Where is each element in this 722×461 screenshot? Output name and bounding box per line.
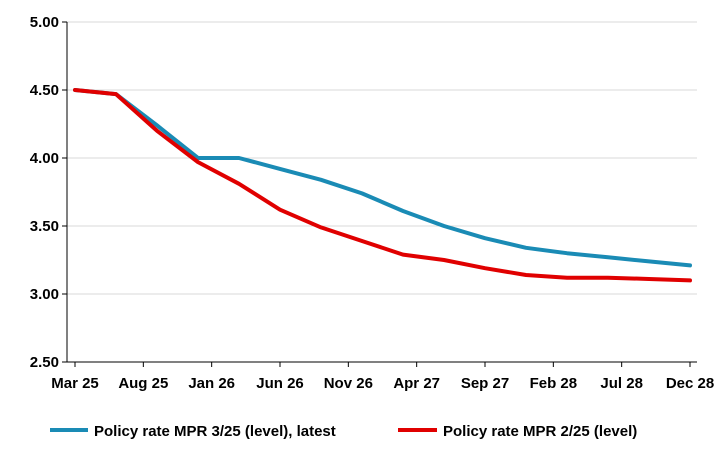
- series-line-2: [73, 88, 692, 283]
- x-tick-label: Sep 27: [461, 375, 509, 392]
- legend-label-1: Policy rate MPR 3/25 (level), latest: [94, 423, 336, 440]
- x-tick-label: Mar 25: [51, 375, 99, 392]
- x-tick-label: Dec 28: [666, 375, 714, 392]
- x-tick-label: Aug 25: [118, 375, 168, 392]
- y-tick-label: 3.00: [30, 286, 59, 303]
- y-tick-label: 2.50: [30, 354, 59, 371]
- y-axis-tick-labels: 2.50 3.00 3.50 4.00 4.50 5.00: [30, 14, 59, 371]
- legend: Policy rate MPR 3/25 (level), latest Poli…: [50, 423, 637, 440]
- x-tick-label: Nov 26: [324, 375, 373, 392]
- x-tick-label: Feb 28: [530, 375, 578, 392]
- x-tick-label: Apr 27: [393, 375, 440, 392]
- y-tick-label: 4.00: [30, 150, 59, 167]
- y-tick-label: 4.50: [30, 82, 59, 99]
- series-lines: [73, 88, 692, 283]
- series-line-1: [73, 88, 692, 268]
- x-tick-label: Jul 28: [600, 375, 643, 392]
- x-axis-tick-labels: Mar 25 Aug 25 Jan 26 Jun 26 Nov 26 Apr 27 Sep …: [51, 375, 714, 392]
- y-tick-label: 3.50: [30, 218, 59, 235]
- gridlines: [67, 21, 697, 295]
- x-tick-label: Jan 26: [188, 375, 235, 392]
- y-tick-label: 5.00: [30, 14, 59, 31]
- legend-label-2: Policy rate MPR 2/25 (level): [443, 423, 637, 440]
- axes: [62, 21, 697, 367]
- x-tick-label: Jun 26: [256, 375, 304, 392]
